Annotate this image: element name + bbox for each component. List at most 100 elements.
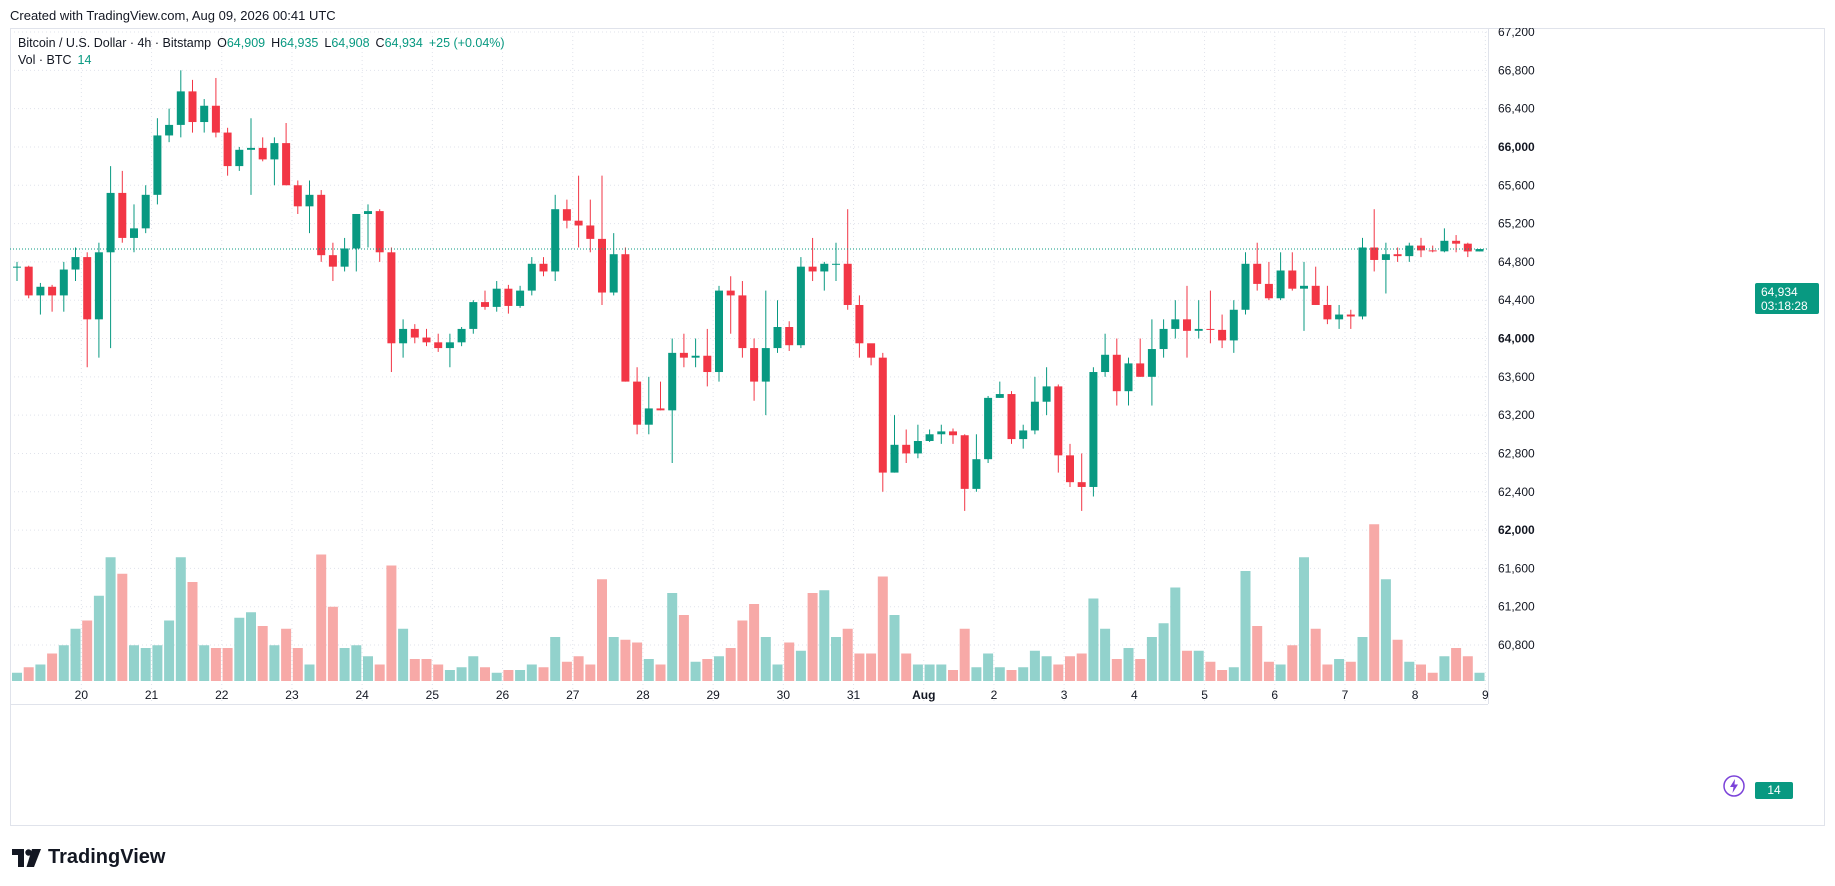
candle-body[interactable] <box>586 225 595 239</box>
candle-body[interactable] <box>223 132 232 167</box>
candle-body[interactable] <box>1440 240 1449 252</box>
candle-body[interactable] <box>200 105 209 123</box>
candle-body[interactable] <box>235 149 244 167</box>
candle-body[interactable] <box>598 238 606 293</box>
candle-body[interactable] <box>902 444 911 454</box>
candle-body[interactable] <box>562 209 571 221</box>
candle-body[interactable] <box>1346 314 1355 317</box>
candle-body[interactable] <box>1358 247 1367 317</box>
candle-body[interactable] <box>715 290 723 373</box>
volume-legend[interactable]: Vol · BTC 14 <box>18 53 91 67</box>
candle-body[interactable] <box>972 459 981 489</box>
candle-body[interactable] <box>1300 285 1308 289</box>
candle-body[interactable] <box>141 194 150 229</box>
symbol-legend[interactable]: Bitcoin / U.S. Dollar · 4h · Bitstamp O64… <box>18 36 505 50</box>
candle-body[interactable] <box>1054 386 1063 456</box>
candle-body[interactable] <box>1393 254 1402 257</box>
candle-body[interactable] <box>644 408 653 425</box>
candle-body[interactable] <box>118 192 127 238</box>
candle-body[interactable] <box>457 328 466 343</box>
candle-body[interactable] <box>1077 482 1086 487</box>
candle-body[interactable] <box>574 220 583 226</box>
price-axis[interactable]: 67,200 66,800 66,400 66,000 65,600 65,200 64,8… <box>1488 28 1536 704</box>
candle-body[interactable] <box>399 328 408 344</box>
candle-body[interactable] <box>94 252 103 320</box>
candle-body[interactable] <box>305 194 314 207</box>
candle-body[interactable] <box>1007 394 1016 440</box>
candle-body[interactable] <box>469 302 478 329</box>
candle-body[interactable] <box>106 192 115 253</box>
candle-body[interactable] <box>282 143 291 186</box>
candle-body[interactable] <box>1370 247 1379 260</box>
candle-body[interactable] <box>551 209 560 272</box>
candle-body[interactable] <box>1089 372 1098 487</box>
candle-body[interactable] <box>656 408 665 411</box>
candle-body[interactable] <box>867 343 876 358</box>
candle-body[interactable] <box>13 266 21 268</box>
candle-body[interactable] <box>527 263 536 291</box>
candle-body[interactable] <box>913 440 922 454</box>
candle-body[interactable] <box>328 255 337 267</box>
candle-body[interactable] <box>422 337 431 343</box>
candle-body[interactable] <box>24 266 33 296</box>
candle-body[interactable] <box>621 254 630 382</box>
candle-body[interactable] <box>165 124 174 136</box>
candle-body[interactable] <box>270 143 279 160</box>
candle-body[interactable] <box>738 295 747 349</box>
lightning-bolt-icon[interactable] <box>1722 774 1746 798</box>
candle-body[interactable] <box>340 248 349 267</box>
candle-body[interactable] <box>1276 270 1285 299</box>
candle-body[interactable] <box>984 397 993 460</box>
candle-body[interactable] <box>258 147 267 160</box>
candle-body[interactable] <box>375 211 384 253</box>
candle-body[interactable] <box>843 263 852 305</box>
candle-body[interactable] <box>1194 328 1203 331</box>
candle-body[interactable] <box>960 435 969 489</box>
candle-body[interactable] <box>808 266 817 272</box>
candle-body[interactable] <box>445 342 454 349</box>
candle-body[interactable] <box>1253 263 1262 284</box>
candle-body[interactable] <box>703 355 712 373</box>
candle-body[interactable] <box>796 266 805 346</box>
candle-body[interactable] <box>188 91 197 123</box>
candle-body[interactable] <box>1206 328 1215 330</box>
candle-body[interactable] <box>995 394 1004 398</box>
candle-body[interactable] <box>247 147 255 150</box>
candle-body[interactable] <box>1428 250 1437 252</box>
tradingview-brand[interactable]: TradingView <box>12 846 165 869</box>
candle-body[interactable] <box>1101 354 1110 373</box>
candle-body[interactable] <box>434 342 443 349</box>
candle-body[interactable] <box>83 257 92 320</box>
candle-body[interactable] <box>130 228 138 238</box>
candle-body[interactable] <box>668 352 677 411</box>
candle-body[interactable] <box>1405 245 1414 257</box>
candle-body[interactable] <box>832 263 840 265</box>
candle-body[interactable] <box>410 328 419 338</box>
candle-body[interactable] <box>1335 314 1344 320</box>
candle-body[interactable] <box>1417 245 1425 251</box>
candle-body[interactable] <box>855 304 864 344</box>
candle-body[interactable] <box>317 194 326 256</box>
candle-body[interactable] <box>1311 285 1320 305</box>
candle-body[interactable] <box>176 91 185 125</box>
candle-body[interactable] <box>36 286 45 296</box>
candle-body[interactable] <box>211 105 220 133</box>
candle-body[interactable] <box>1171 319 1180 329</box>
candle-body[interactable] <box>1475 249 1484 252</box>
candle-body[interactable] <box>878 357 887 473</box>
candle-body[interactable] <box>1042 386 1051 402</box>
candle-body[interactable] <box>1183 319 1191 331</box>
candle-body[interactable] <box>1112 354 1121 392</box>
candlestick-chart[interactable]: 67,200 66,800 66,400 66,000 65,600 65,200 64,8… <box>10 28 1825 826</box>
candle-body[interactable] <box>1019 430 1028 440</box>
candle-body[interactable] <box>59 269 68 296</box>
candle-body[interactable] <box>773 327 782 349</box>
candle-body[interactable] <box>820 263 829 272</box>
candle-body[interactable] <box>691 355 700 358</box>
candle-body[interactable] <box>633 381 642 425</box>
candle-body[interactable] <box>1241 263 1250 310</box>
candle-body[interactable] <box>1264 283 1273 299</box>
candle-body[interactable] <box>387 252 396 344</box>
candle-body[interactable] <box>1030 401 1039 431</box>
candle-body[interactable] <box>1463 243 1472 252</box>
